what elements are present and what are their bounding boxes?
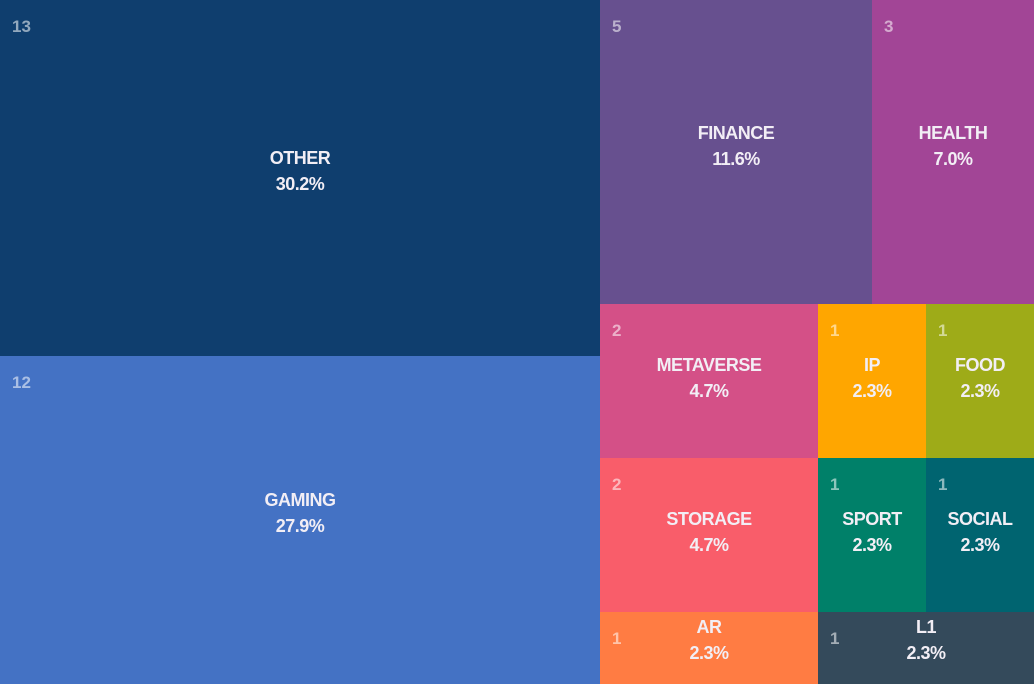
tile-label: STORAGE xyxy=(666,508,752,529)
tile-social[interactable]: 1 SOCIAL 2.3% xyxy=(926,458,1034,612)
tile-percent: 2.3% xyxy=(852,380,892,401)
tile-food[interactable]: 1 FOOD 2.3% xyxy=(926,304,1034,458)
tile-label: AR xyxy=(696,617,723,637)
tile-label: OTHER xyxy=(269,147,331,168)
tile-label: HEALTH xyxy=(918,122,988,143)
tile-percent: 4.7% xyxy=(689,534,729,555)
tile-percent: 7.0% xyxy=(933,148,973,169)
tile-label: METAVERSE xyxy=(656,354,762,375)
tile-label: L1 xyxy=(915,617,937,637)
tile-count: 1 xyxy=(938,321,948,340)
tile-count: 13 xyxy=(12,17,31,36)
tile-count: 3 xyxy=(884,17,894,36)
tile-percent: 2.3% xyxy=(689,643,729,663)
tile-count: 1 xyxy=(830,629,840,648)
tile-ip[interactable]: 1 IP 2.3% xyxy=(818,304,926,458)
tile-metaverse[interactable]: 2 METAVERSE 4.7% xyxy=(600,304,818,458)
tile-gaming[interactable]: 12 GAMING 27.9% xyxy=(0,356,600,684)
tile-percent: 2.3% xyxy=(960,534,1000,555)
tile-count: 5 xyxy=(612,17,622,36)
tile-count: 2 xyxy=(612,475,622,494)
tile-percent: 2.3% xyxy=(906,643,946,663)
tile-label: FINANCE xyxy=(697,122,775,143)
tile-label: GAMING xyxy=(264,490,337,511)
tile-label: IP xyxy=(863,354,881,375)
tile-count: 1 xyxy=(612,629,622,648)
tile-l1[interactable]: 1 L1 2.3% xyxy=(818,612,1034,684)
tile-finance[interactable]: 5 FINANCE 11.6% xyxy=(600,0,872,304)
tile-label: SPORT xyxy=(842,508,902,529)
tile-percent: 2.3% xyxy=(852,534,892,555)
tile-health[interactable]: 3 HEALTH 7.0% xyxy=(872,0,1034,304)
tile-percent: 27.9% xyxy=(275,516,325,537)
tile-count: 1 xyxy=(830,475,840,494)
tile-label: FOOD xyxy=(955,354,1006,375)
tile-count: 1 xyxy=(830,321,840,340)
tile-percent: 11.6% xyxy=(712,148,760,169)
tile-count: 1 xyxy=(938,475,948,494)
tile-percent: 4.7% xyxy=(689,380,729,401)
tile-percent: 2.3% xyxy=(960,380,1000,401)
tile-other[interactable]: 13 OTHER 30.2% xyxy=(0,0,600,356)
tile-sport[interactable]: 1 SPORT 2.3% xyxy=(818,458,926,612)
tile-label: SOCIAL xyxy=(947,508,1013,529)
tile-count: 2 xyxy=(612,321,622,340)
tile-storage[interactable]: 2 STORAGE 4.7% xyxy=(600,458,818,612)
tile-percent: 30.2% xyxy=(275,173,325,194)
tile-ar[interactable]: 1 AR 2.3% xyxy=(600,612,818,684)
tile-count: 12 xyxy=(12,373,31,392)
